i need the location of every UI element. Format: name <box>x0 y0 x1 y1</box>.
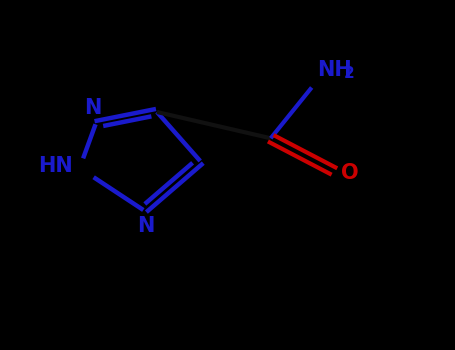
Text: O: O <box>341 163 359 183</box>
Text: N: N <box>85 98 102 118</box>
Text: 2: 2 <box>344 65 354 80</box>
Text: HN: HN <box>38 156 73 176</box>
Text: NH: NH <box>317 61 352 80</box>
Text: N: N <box>137 216 154 236</box>
